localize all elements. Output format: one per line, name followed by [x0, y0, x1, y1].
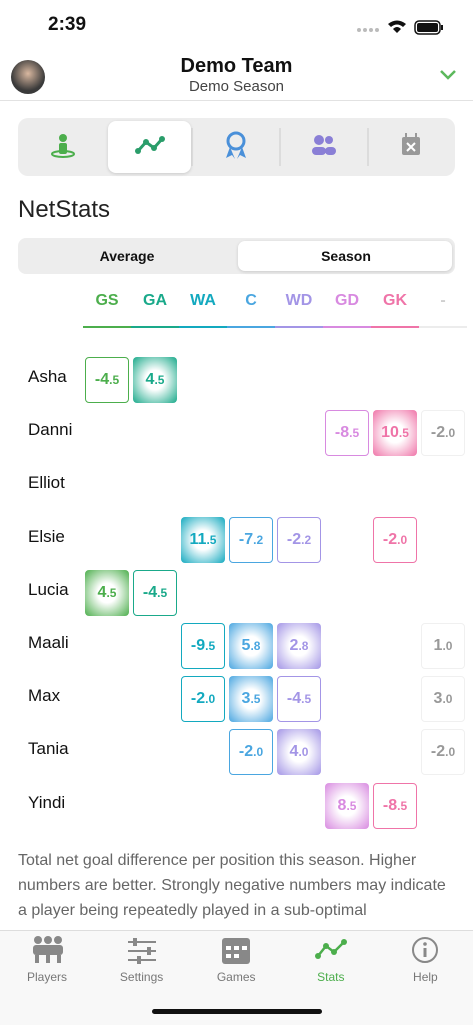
stat-cell: -4.5	[133, 569, 177, 616]
tab-label[interactable]: Help	[413, 970, 438, 984]
stat-cell: -7.2	[229, 516, 273, 563]
column-header: WD	[285, 292, 313, 309]
section-title: NetStats	[18, 196, 111, 223]
stat-cell: 4.5	[85, 569, 129, 616]
stat-cell: -2.0	[421, 410, 465, 457]
stat-cell: -4.5	[85, 357, 129, 403]
tab-icons[interactable]	[18, 118, 455, 176]
segment-label[interactable]: Season	[321, 248, 371, 264]
player-name: Lucia	[28, 579, 69, 599]
column-header: WA	[190, 292, 216, 309]
column-underline	[83, 326, 131, 328]
stat-cell: -8.5	[325, 410, 369, 457]
column-underline	[371, 326, 419, 328]
description: Total net goal difference per position t…	[18, 852, 446, 919]
tab-label[interactable]: Settings	[119, 970, 164, 984]
column-header: C	[245, 292, 257, 309]
tab-active[interactable]	[108, 121, 191, 173]
column-header: GS	[95, 292, 119, 309]
column-header: GA	[143, 292, 167, 309]
column-underline	[131, 326, 179, 328]
home-indicator	[152, 1009, 322, 1014]
player-name: Elsie	[28, 526, 65, 546]
column-header: GD	[335, 292, 359, 309]
column-underline	[179, 326, 227, 328]
column-header: GK	[383, 292, 407, 309]
column-underline	[275, 326, 323, 328]
column-underline	[323, 326, 371, 328]
tabbar-icons[interactable]	[0, 932, 473, 968]
stat-cell: 8.5	[325, 782, 369, 829]
stat-cell: 1.0	[421, 623, 465, 669]
stat-cell: 4.0	[277, 729, 321, 776]
season-name: Demo Season	[188, 78, 285, 95]
stat-cell: 5.8	[229, 623, 273, 669]
stat-cell: -2.0	[421, 729, 465, 776]
stat-cell: -9.5	[181, 623, 225, 669]
stat-cell: 3.5	[229, 676, 273, 723]
stat-cell: 3.0	[421, 676, 465, 723]
player-name: Elliot	[28, 473, 65, 493]
stat-cell: -2.2	[277, 516, 321, 563]
stat-cell: -8.5	[373, 782, 417, 829]
stat-cell: 2.8	[277, 623, 321, 669]
column-underline	[419, 326, 467, 328]
segment-active[interactable]	[238, 241, 452, 271]
segment-label[interactable]: Average	[99, 248, 155, 264]
player-name: Danni	[28, 420, 73, 440]
divider	[0, 100, 473, 101]
tab-label[interactable]: Games	[216, 970, 256, 984]
status-icons	[357, 20, 443, 35]
team-dropdown[interactable]	[438, 68, 458, 82]
status-time: 2:39	[48, 14, 87, 35]
avatar[interactable]	[10, 59, 46, 95]
player-name: Yindi	[28, 792, 66, 812]
column-header: -	[440, 292, 446, 309]
player-name: Maali	[28, 633, 69, 652]
stat-cell: -2.0	[373, 516, 417, 563]
stat-cell: -2.0	[229, 729, 273, 776]
column-underline	[227, 326, 275, 328]
tab-label[interactable]: Players	[26, 970, 67, 984]
team-name: Demo Team	[180, 55, 293, 77]
player-name: Max	[28, 686, 61, 706]
stat-cell: -4.5	[277, 676, 321, 723]
tab-label[interactable]: Stats	[317, 970, 345, 984]
player-name: Tania	[28, 739, 69, 759]
player-name: Asha	[28, 367, 67, 386]
stat-cell: -2.0	[181, 676, 225, 723]
stat-cell: 4.5	[133, 357, 177, 403]
stat-cell: 11.5	[181, 516, 225, 563]
stats-tabs	[18, 118, 455, 176]
stat-cell: 10.5	[373, 410, 417, 457]
